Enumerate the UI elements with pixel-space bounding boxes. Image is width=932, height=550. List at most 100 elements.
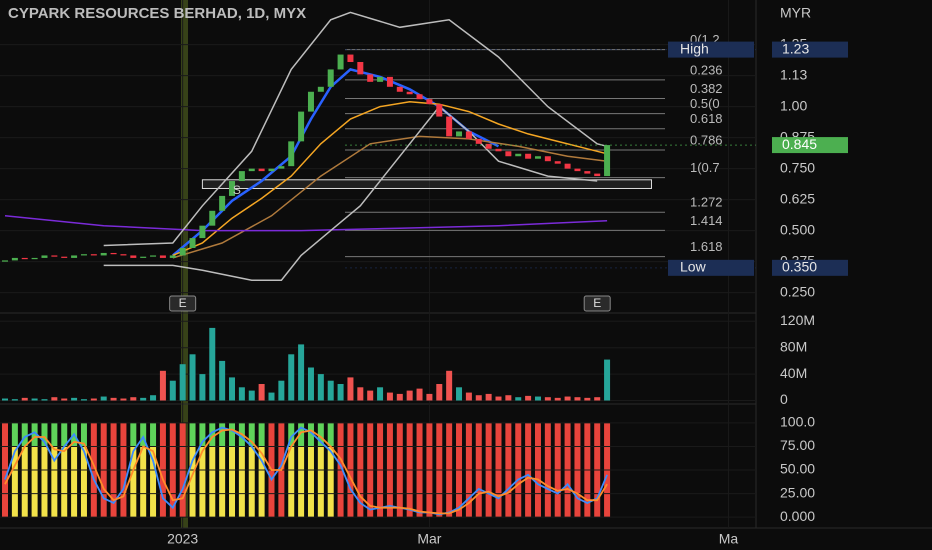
oscillator-column [209, 422, 216, 447]
volume-bar [238, 387, 245, 401]
volume-bar [446, 370, 453, 401]
volume-bar [317, 374, 324, 401]
candle-body [100, 252, 107, 256]
y-tick-label: 25.00 [780, 484, 815, 500]
candle-body [446, 116, 453, 137]
price-tag [772, 137, 848, 154]
volume-bar [436, 384, 443, 401]
price-tag [668, 41, 754, 58]
chart-title: CYPARK RESOURCES BERHAD, 1D, MYX [8, 5, 306, 22]
candle-body [534, 156, 541, 159]
y-tick-label: 0.000 [780, 508, 815, 524]
volume-bar [525, 395, 532, 401]
volume-bar [11, 399, 18, 401]
volume-bar [307, 367, 314, 401]
candle-body [317, 86, 324, 92]
volume-bar [574, 397, 581, 401]
volume-bar [268, 392, 275, 401]
oscillator-column [248, 446, 255, 518]
fib-label: 0.786 [690, 132, 723, 147]
volume-bar [406, 390, 413, 401]
y-tick-label: 0 [780, 391, 788, 407]
volume-bar [564, 396, 571, 401]
candle-body [11, 257, 18, 261]
volume-bar [327, 380, 334, 401]
volume-bar [90, 398, 97, 401]
price-tag-label: Low [680, 259, 707, 275]
candle-body [130, 255, 137, 258]
candle-body [386, 76, 393, 87]
candle-body [41, 255, 48, 258]
fib-label: 0.236 [690, 62, 723, 77]
volume-bar [495, 396, 502, 401]
session-highlight [181, 0, 188, 528]
volume-bar [199, 374, 206, 401]
oscillator-column [209, 446, 216, 518]
candle-body [179, 248, 186, 256]
indicator-line [172, 100, 608, 257]
candle-body [436, 104, 443, 117]
volume-bar [140, 397, 147, 401]
oscillator-column [288, 446, 295, 518]
volume-bar [594, 397, 601, 401]
volume-bar [219, 360, 226, 401]
y-tick-label: 80M [780, 338, 807, 354]
candle-body [495, 148, 502, 152]
volume-bar [248, 390, 255, 401]
candle-body [406, 91, 413, 95]
volume-bar [505, 395, 512, 401]
volume-bar [377, 387, 384, 401]
volume-bar [258, 384, 265, 401]
volume-bar [347, 377, 354, 401]
candle-body [485, 143, 492, 149]
volume-bar [386, 392, 393, 401]
oscillator-column [258, 422, 265, 447]
volume-bar [2, 398, 8, 401]
volume-bar [475, 395, 482, 401]
oscillator-column [219, 422, 226, 447]
volume-bar [515, 397, 522, 401]
volume-bar [150, 395, 157, 401]
price-tag [772, 41, 848, 58]
volume-bar [288, 354, 295, 401]
zone-box [201, 179, 652, 189]
oscillator-column [61, 446, 68, 518]
earnings-label: E [593, 296, 601, 310]
candle-body [248, 168, 255, 172]
volume-bar [337, 384, 344, 401]
volume-bar [130, 397, 137, 401]
y-tick-label: 1.13 [780, 66, 807, 82]
candle-body [288, 141, 295, 167]
y-tick-label: 100.0 [780, 414, 815, 430]
volume-bar [229, 377, 236, 401]
candle-body [554, 161, 561, 164]
volume-bar [100, 396, 107, 401]
candle-body [367, 74, 374, 82]
earnings-label: E [179, 296, 187, 310]
oscillator-column [21, 446, 28, 518]
candle-body [564, 163, 571, 169]
price-tag-value: 1.23 [782, 40, 809, 56]
oscillator-column [80, 422, 87, 447]
indicator-line [172, 135, 608, 259]
oscillator-column [31, 446, 38, 518]
oscillator-column [130, 446, 137, 518]
candle-body [574, 168, 581, 172]
oscillator-column [71, 446, 78, 518]
candle-body [307, 91, 314, 112]
volume-bar [179, 364, 186, 401]
candle-body [594, 173, 601, 177]
candle-body [150, 255, 157, 257]
price-tag-label: High [680, 40, 709, 56]
oscillator-column [288, 422, 295, 447]
candle-body [377, 76, 384, 82]
y-tick-label: 0.500 [780, 221, 815, 237]
oscillator-column [258, 446, 265, 518]
candle-body [456, 131, 463, 137]
candle-body [268, 168, 275, 172]
price-tag [668, 259, 754, 276]
candle-body [584, 171, 591, 174]
oscillator-column [298, 422, 305, 447]
y-tick-label: 40M [780, 365, 807, 381]
